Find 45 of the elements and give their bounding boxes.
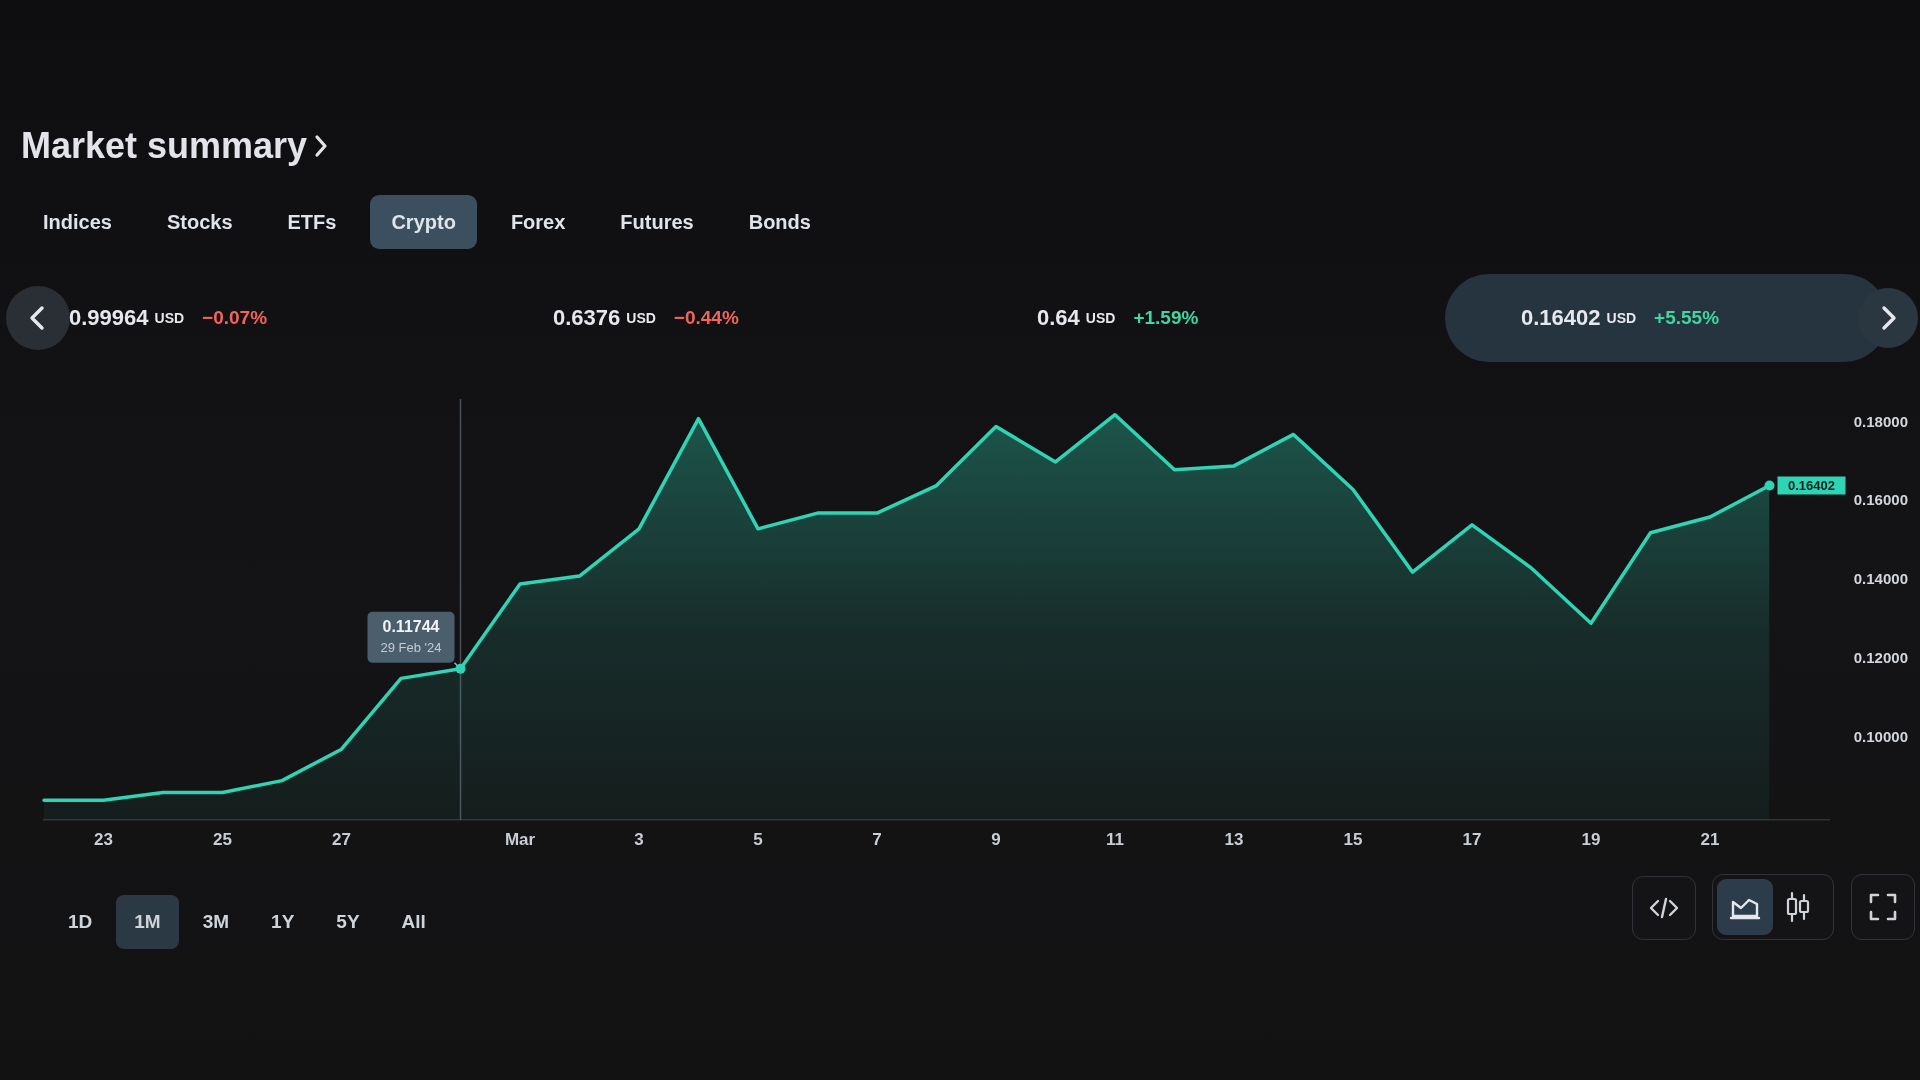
x-tick-label: 27: [332, 829, 351, 849]
category-label: Forex: [510, 210, 566, 234]
x-tick-label: 9: [991, 829, 1001, 849]
x-tick-label: 11: [1106, 829, 1124, 849]
text: 5Y: [336, 911, 360, 933]
x-tick-label: Mar: [504, 829, 536, 849]
x-tick-label: 19: [1581, 829, 1601, 849]
x-tick-label: 21: [1700, 829, 1720, 849]
category-label: ETFs: [287, 210, 337, 234]
text: +5.55%: [1654, 307, 1720, 329]
annotation: 0.11744: [382, 618, 440, 636]
y-tick-label: 0.14000: [1853, 570, 1908, 588]
text: +1.59%: [1133, 307, 1199, 329]
x-tick-label: 25: [213, 829, 232, 849]
x-tick-label: 17: [1462, 829, 1482, 849]
data-label: 0.16402: [1788, 478, 1835, 494]
y-tick-label: 0.12000: [1853, 648, 1908, 666]
category-label: Crypto: [391, 210, 456, 234]
x-tick-label: 23: [94, 829, 113, 849]
text: Market summary: [21, 124, 308, 168]
text: 0.6376 USD: [553, 305, 656, 331]
y-tick-label: 0.10000: [1853, 727, 1908, 745]
text: 0.16402 USD: [1521, 305, 1637, 331]
category-label: Stocks: [166, 210, 233, 234]
x-tick-label: 3: [634, 829, 644, 849]
category-label: Indices: [43, 210, 112, 234]
x-tick-label: 15: [1343, 829, 1363, 849]
category-label: Bonds: [748, 210, 811, 234]
text: 1D: [68, 911, 93, 933]
x-tick-label: 13: [1224, 829, 1244, 849]
text: −0.44%: [673, 307, 739, 329]
text: 3M: [202, 911, 230, 933]
text: All: [401, 911, 426, 933]
annotation: 29 Feb '24: [380, 639, 442, 655]
y-tick-label: 0.18000: [1853, 412, 1908, 430]
text: 0.99964 USD: [69, 305, 185, 331]
x-tick-label: 7: [872, 829, 882, 849]
text: 1Y: [271, 911, 295, 933]
category-label: Futures: [620, 210, 694, 234]
x-tick-label: 5: [753, 829, 763, 849]
text: 0.64 USD: [1037, 305, 1116, 331]
text: −0.07%: [202, 307, 268, 329]
selected-tab: Crypto: [370, 195, 477, 249]
selected-range-button: 1M: [116, 895, 179, 949]
y-tick-label: 0.16000: [1853, 491, 1908, 509]
